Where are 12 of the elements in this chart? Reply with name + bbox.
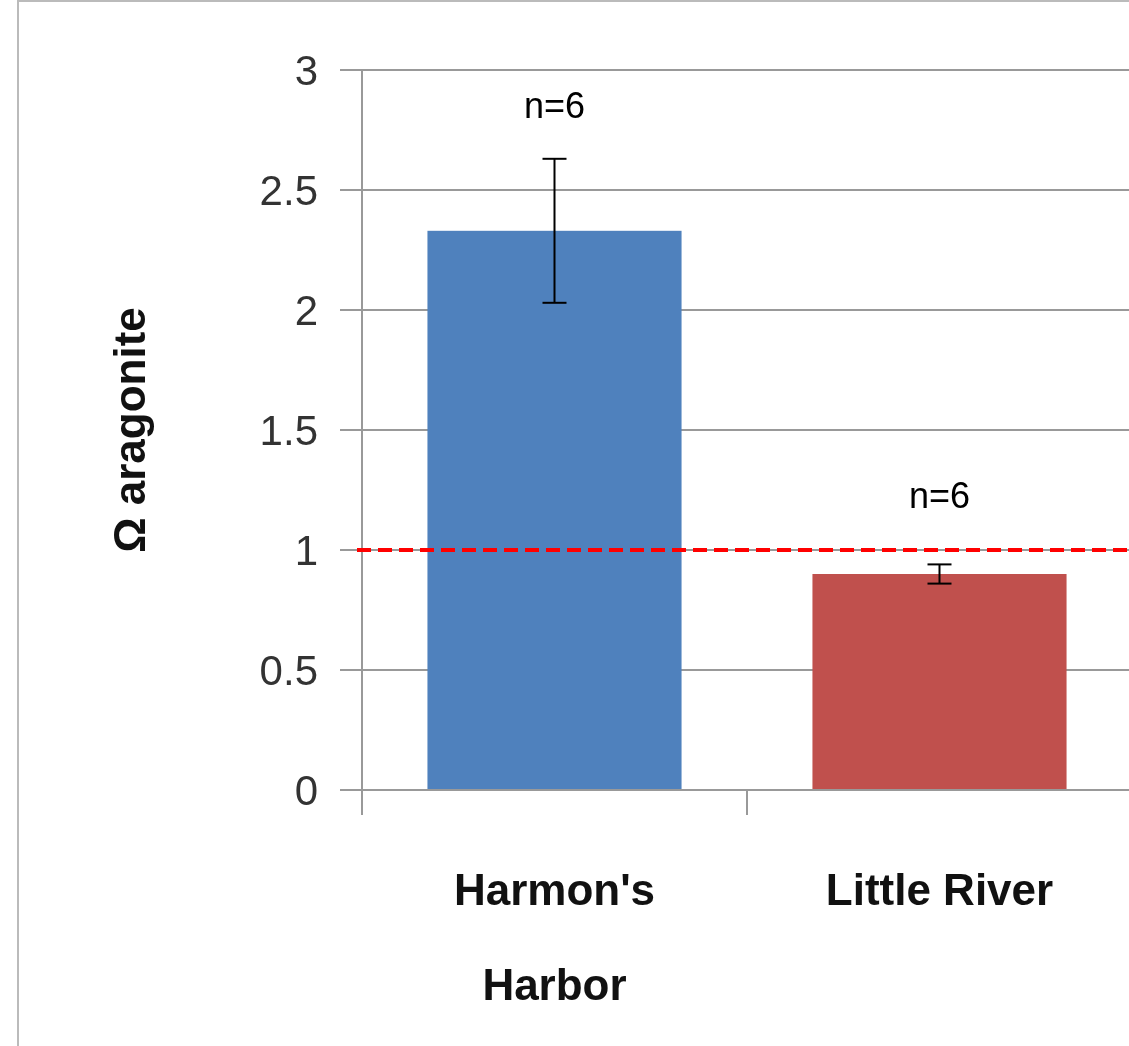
y-tick-label: 2	[294, 286, 318, 334]
y-tick-label: 0	[294, 766, 318, 814]
y-tick-label: 1.5	[259, 406, 318, 454]
y-tick-label: 3	[294, 46, 318, 94]
y-tick-label: 1	[294, 526, 318, 574]
y-tick-label: 2.5	[259, 166, 318, 214]
annotation: n=6	[523, 84, 586, 126]
annotation: n=6	[908, 474, 971, 516]
x-tick-label: Little River	[825, 865, 1054, 914]
x-tick-label: Harmon's Harbor	[453, 865, 656, 1009]
y-tick-label: 0.5	[259, 646, 318, 694]
y-axis-title: Ω aragonite	[105, 307, 154, 553]
